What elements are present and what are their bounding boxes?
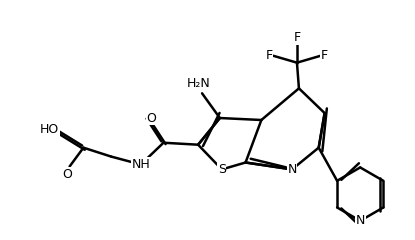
Text: F: F xyxy=(321,49,328,62)
Text: H₂N: H₂N xyxy=(187,77,211,90)
Text: NH: NH xyxy=(132,158,150,171)
Text: F: F xyxy=(293,31,300,44)
Text: F: F xyxy=(266,49,273,62)
Text: S: S xyxy=(218,163,226,176)
Text: O: O xyxy=(63,168,73,181)
Text: O: O xyxy=(147,112,156,125)
Text: N: N xyxy=(287,163,297,176)
Text: N: N xyxy=(356,214,365,227)
Text: HO: HO xyxy=(40,123,59,136)
